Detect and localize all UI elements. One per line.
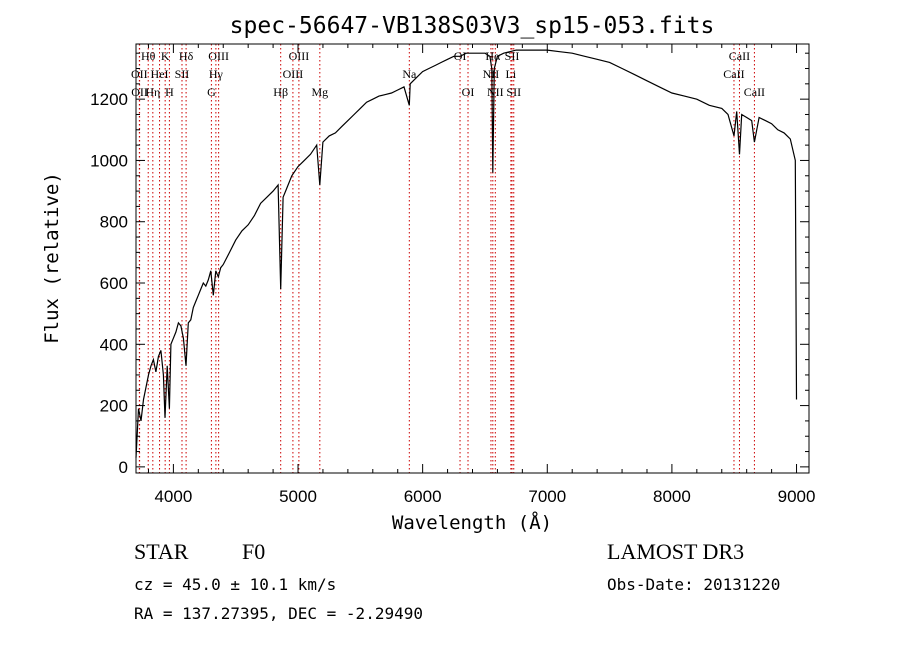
line-marker-label: OI bbox=[462, 85, 475, 99]
line-marker-label: G bbox=[207, 85, 216, 99]
survey-name: LAMOST DR3 bbox=[607, 539, 745, 564]
redshift-velocity: cz = 45.0 ± 10.1 km/s bbox=[134, 575, 337, 594]
line-marker-label: SII bbox=[506, 85, 521, 99]
line-marker-label: Hη bbox=[145, 85, 160, 99]
y-tick-label: 600 bbox=[100, 274, 128, 293]
x-axis-label: Wavelength (Å) bbox=[392, 511, 552, 534]
line-marker-label: OII bbox=[131, 67, 148, 81]
y-tick-label: 400 bbox=[100, 335, 128, 354]
line-marker-label: Hθ bbox=[141, 49, 156, 63]
x-tick-label: 7000 bbox=[528, 487, 566, 506]
y-tick-label: 0 bbox=[119, 458, 128, 477]
x-tick-label: 4000 bbox=[154, 487, 192, 506]
line-marker-label: Hδ bbox=[179, 49, 194, 63]
line-marker-label: Hγ bbox=[209, 67, 224, 81]
line-marker-label: NII bbox=[487, 85, 504, 99]
line-marker-label: CaII bbox=[744, 85, 765, 99]
line-marker-label: NII bbox=[483, 67, 500, 81]
y-tick-label: 800 bbox=[100, 213, 128, 232]
x-axis: 4000 5000 6000 7000 8000 9000 bbox=[147, 44, 816, 506]
x-tick-label: 8000 bbox=[653, 487, 691, 506]
x-tick-label: 9000 bbox=[778, 487, 816, 506]
line-marker-label: K bbox=[161, 49, 170, 63]
x-tick-label: 6000 bbox=[404, 487, 442, 506]
line-marker-label: CaII bbox=[723, 67, 744, 81]
spectrum-line bbox=[135, 49, 798, 458]
line-marker-label: HeI bbox=[151, 67, 169, 81]
x-tick-label: 5000 bbox=[279, 487, 317, 506]
line-marker-label: Mg bbox=[311, 85, 328, 99]
chart-title: spec-56647-VB138S03V3_sp15-053.fits bbox=[230, 13, 715, 39]
observation-date: Obs-Date: 20131220 bbox=[607, 575, 781, 594]
line-marker-label: CaII bbox=[729, 49, 750, 63]
coordinates: RA = 137.27395, DEC = -2.29490 bbox=[134, 604, 423, 623]
spectral-subclass: F0 bbox=[242, 539, 266, 564]
line-marker-label: OIII bbox=[289, 49, 310, 63]
line-marker-label: OIII bbox=[208, 49, 229, 63]
line-marker-label: Na bbox=[402, 67, 417, 81]
line-marker-label: OIII bbox=[283, 67, 304, 81]
line-marker-label: SII bbox=[175, 67, 190, 81]
y-tick-label: 1200 bbox=[90, 90, 128, 109]
plot-frame bbox=[135, 43, 810, 474]
y-tick-label: 1000 bbox=[90, 151, 128, 170]
y-tick-label: 200 bbox=[100, 397, 128, 416]
line-markers bbox=[138, 44, 755, 473]
line-marker-label: Hβ bbox=[273, 85, 288, 99]
line-marker-label: Li bbox=[506, 67, 517, 81]
y-axis-label: Flux (relative) bbox=[41, 172, 63, 344]
line-marker-label: OII bbox=[131, 85, 148, 99]
line-marker-label: H bbox=[165, 85, 174, 99]
object-type: STAR bbox=[134, 539, 189, 564]
y-axis: 0 200 400 600 800 1000 1200 bbox=[90, 52, 809, 477]
